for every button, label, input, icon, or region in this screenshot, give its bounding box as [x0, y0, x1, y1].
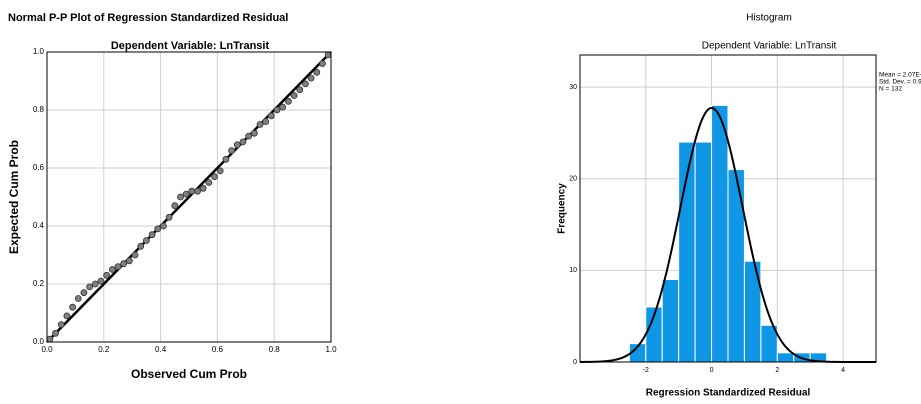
bar	[776, 352, 795, 363]
data-point	[273, 106, 281, 114]
data-point	[120, 260, 128, 268]
data-point	[199, 184, 207, 192]
y-axis-label: Frequency	[557, 183, 568, 234]
data-point	[284, 97, 292, 105]
reference-line	[46, 51, 332, 343]
data-point	[46, 335, 54, 343]
stats-label: Mean = 2.07E-13	[879, 72, 921, 79]
x-axis-label: Regression Standardized Residual	[646, 388, 811, 399]
data-point	[262, 118, 270, 125]
data-point	[267, 112, 275, 120]
x-tick-label: 1.0	[325, 345, 337, 354]
data-point	[222, 155, 230, 163]
data-point	[205, 179, 213, 186]
data-point	[137, 242, 145, 250]
data-point	[160, 222, 167, 230]
data-point	[290, 92, 298, 99]
chart-title: Histogram	[746, 13, 792, 24]
y-tick-label: 1.0	[33, 47, 45, 56]
x-tick-label: 0	[710, 367, 714, 374]
data-point	[233, 141, 241, 149]
data-point	[194, 187, 201, 195]
data-point	[69, 303, 76, 311]
data-point	[216, 167, 224, 175]
stats-label: N = 132	[879, 86, 902, 93]
data-point	[74, 295, 82, 302]
y-tick-label: 20	[569, 176, 577, 183]
data-point	[52, 329, 59, 337]
x-axis-label: Observed Cum Prob	[131, 367, 247, 381]
data-point	[97, 277, 105, 285]
y-tick-label: 0.4	[33, 221, 45, 230]
y-tick-label: 0.0	[33, 337, 45, 346]
data-point	[256, 121, 264, 128]
x-tick-label: 2	[775, 367, 779, 374]
chart-title: Normal P-P Plot of Regression Standardiz…	[8, 12, 288, 24]
data-point	[177, 193, 184, 201]
y-tick-label: 0.6	[33, 163, 45, 172]
data-point	[142, 237, 150, 244]
bar	[727, 169, 745, 363]
y-tick-label: 0.2	[33, 279, 45, 288]
data-point	[91, 280, 99, 288]
data-point	[63, 312, 71, 320]
data-point	[324, 51, 332, 59]
data-point	[165, 213, 173, 221]
bar	[694, 141, 713, 363]
data-point	[125, 257, 133, 265]
data-point	[103, 271, 111, 279]
data-point	[57, 321, 65, 329]
x-tick-label: 0.8	[269, 345, 281, 354]
data-point	[228, 147, 236, 155]
bar	[661, 279, 680, 363]
data-point	[313, 68, 321, 76]
data-point	[279, 103, 287, 111]
x-tick-label: 4	[841, 367, 845, 374]
data-point	[307, 74, 315, 82]
data-point	[302, 80, 309, 88]
data-point	[188, 187, 196, 195]
stats-label: Std. Dev. = 0.95	[879, 79, 921, 86]
data-point	[296, 86, 304, 94]
x-tick-label: 0.4	[155, 345, 167, 354]
plot-frame	[579, 54, 877, 363]
y-tick-label: 0	[573, 359, 577, 366]
data-point	[114, 263, 122, 271]
data-point	[211, 173, 218, 181]
y-tick-label: 30	[569, 84, 577, 91]
data-point	[80, 289, 88, 297]
y-axis-label: Expected Cum Prob	[7, 140, 21, 254]
data-point	[250, 129, 258, 137]
data-point	[86, 283, 93, 291]
x-tick-label: 0.0	[41, 345, 53, 354]
data-point	[108, 266, 116, 273]
data-point	[131, 251, 139, 259]
chart-subtitle: Dependent Variable: LnTransit	[111, 40, 270, 52]
bar	[711, 104, 729, 363]
plot-frame	[46, 51, 332, 343]
x-tick-label: 0.6	[212, 345, 224, 354]
x-tick-label: 0.2	[98, 345, 110, 354]
data-point	[148, 231, 156, 239]
data-point	[319, 60, 326, 67]
y-tick-label: 0.8	[33, 105, 45, 114]
x-tick-label: -2	[643, 367, 649, 374]
chart-subtitle: Dependent Variable: LnTransit	[702, 41, 837, 52]
y-tick-label: 10	[569, 267, 577, 274]
data-point	[239, 138, 247, 146]
data-point	[154, 225, 162, 233]
data-point	[171, 202, 179, 210]
data-point	[182, 190, 190, 198]
data-point	[245, 132, 253, 140]
